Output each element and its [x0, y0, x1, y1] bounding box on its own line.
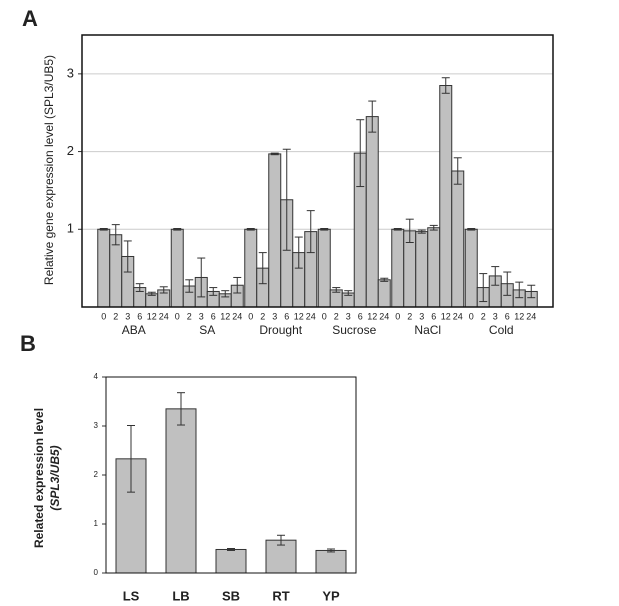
x-tick-label: 0 — [322, 311, 327, 321]
x-tick-label: 0 — [101, 311, 106, 321]
y-tick-label: 3 — [67, 65, 74, 80]
x-tick-label: SB — [222, 588, 240, 603]
bar — [365, 116, 379, 308]
x-tick-label: LS — [123, 588, 140, 603]
y-tick-label: 0 — [94, 568, 99, 577]
x-tick-label: YP — [322, 588, 340, 603]
x-tick-label: 2 — [334, 311, 339, 321]
group-label: NaCl — [414, 323, 441, 337]
x-tick-label: 12 — [514, 311, 524, 321]
y-tick-label: 3 — [94, 421, 99, 430]
y-axis-label: Related expression level — [32, 408, 46, 548]
bar — [244, 228, 258, 308]
x-tick-label: 2 — [407, 311, 412, 321]
x-tick-label: 12 — [220, 311, 230, 321]
x-tick-label: 24 — [379, 311, 389, 321]
bar — [415, 231, 429, 308]
x-tick-label: 3 — [419, 311, 424, 321]
x-tick-label: 24 — [159, 311, 169, 321]
bar — [315, 549, 347, 574]
group-label: SA — [199, 323, 215, 337]
panel-label: A — [22, 6, 38, 31]
x-tick-label: 12 — [441, 311, 451, 321]
x-tick-label: 2 — [187, 311, 192, 321]
y-tick-label: 4 — [94, 372, 99, 381]
x-tick-label: 6 — [358, 311, 363, 321]
x-tick-label: 0 — [248, 311, 253, 321]
x-tick-label: 6 — [284, 311, 289, 321]
bar — [97, 228, 111, 308]
bar — [427, 227, 441, 308]
y-tick-label: 2 — [67, 143, 74, 158]
x-tick-label: 12 — [294, 311, 304, 321]
group-label: Cold — [489, 323, 514, 337]
x-tick-label: 12 — [367, 311, 377, 321]
plot-frame — [105, 376, 357, 574]
x-tick-label: 6 — [137, 311, 142, 321]
y-tick-label: 1 — [94, 519, 99, 528]
bar — [391, 228, 405, 308]
bar — [165, 408, 197, 574]
x-tick-label: 2 — [481, 311, 486, 321]
bar — [109, 234, 123, 308]
x-tick-label: 12 — [147, 311, 157, 321]
bar — [439, 85, 453, 308]
group-label: Drought — [259, 323, 302, 337]
group-label: Sucrose — [332, 323, 376, 337]
y-axis-label: (SPL3/UB5) — [48, 445, 62, 510]
x-tick-label: 3 — [346, 311, 351, 321]
x-tick-label: 6 — [431, 311, 436, 321]
y-tick-label: 1 — [67, 221, 74, 236]
x-tick-label: 3 — [493, 311, 498, 321]
x-tick-label: LB — [172, 588, 189, 603]
x-tick-label: 6 — [211, 311, 216, 321]
bar — [464, 228, 478, 308]
x-tick-label: 24 — [453, 311, 463, 321]
bar — [268, 153, 282, 308]
x-tick-label: 3 — [272, 311, 277, 321]
x-tick-label: 0 — [175, 311, 180, 321]
x-tick-label: 24 — [526, 311, 536, 321]
group-label: ABA — [122, 323, 146, 337]
bar — [215, 548, 247, 574]
bar — [317, 228, 331, 308]
panel-label: B — [20, 331, 36, 356]
y-axis-label: Relative gene expression level (SPL3/UB5… — [42, 55, 56, 285]
x-tick-label: 3 — [199, 311, 204, 321]
x-tick-label: 0 — [469, 311, 474, 321]
bar — [170, 228, 184, 308]
x-tick-label: 2 — [113, 311, 118, 321]
x-tick-label: 3 — [125, 311, 130, 321]
x-tick-label: 2 — [260, 311, 265, 321]
bar — [451, 170, 465, 308]
x-tick-label: 24 — [306, 311, 316, 321]
x-tick-label: 0 — [395, 311, 400, 321]
x-tick-label: RT — [272, 588, 289, 603]
x-tick-label: 24 — [232, 311, 242, 321]
y-tick-label: 2 — [94, 470, 99, 479]
plot-frame — [81, 34, 554, 308]
bar — [377, 279, 391, 308]
x-tick-label: 6 — [505, 311, 510, 321]
